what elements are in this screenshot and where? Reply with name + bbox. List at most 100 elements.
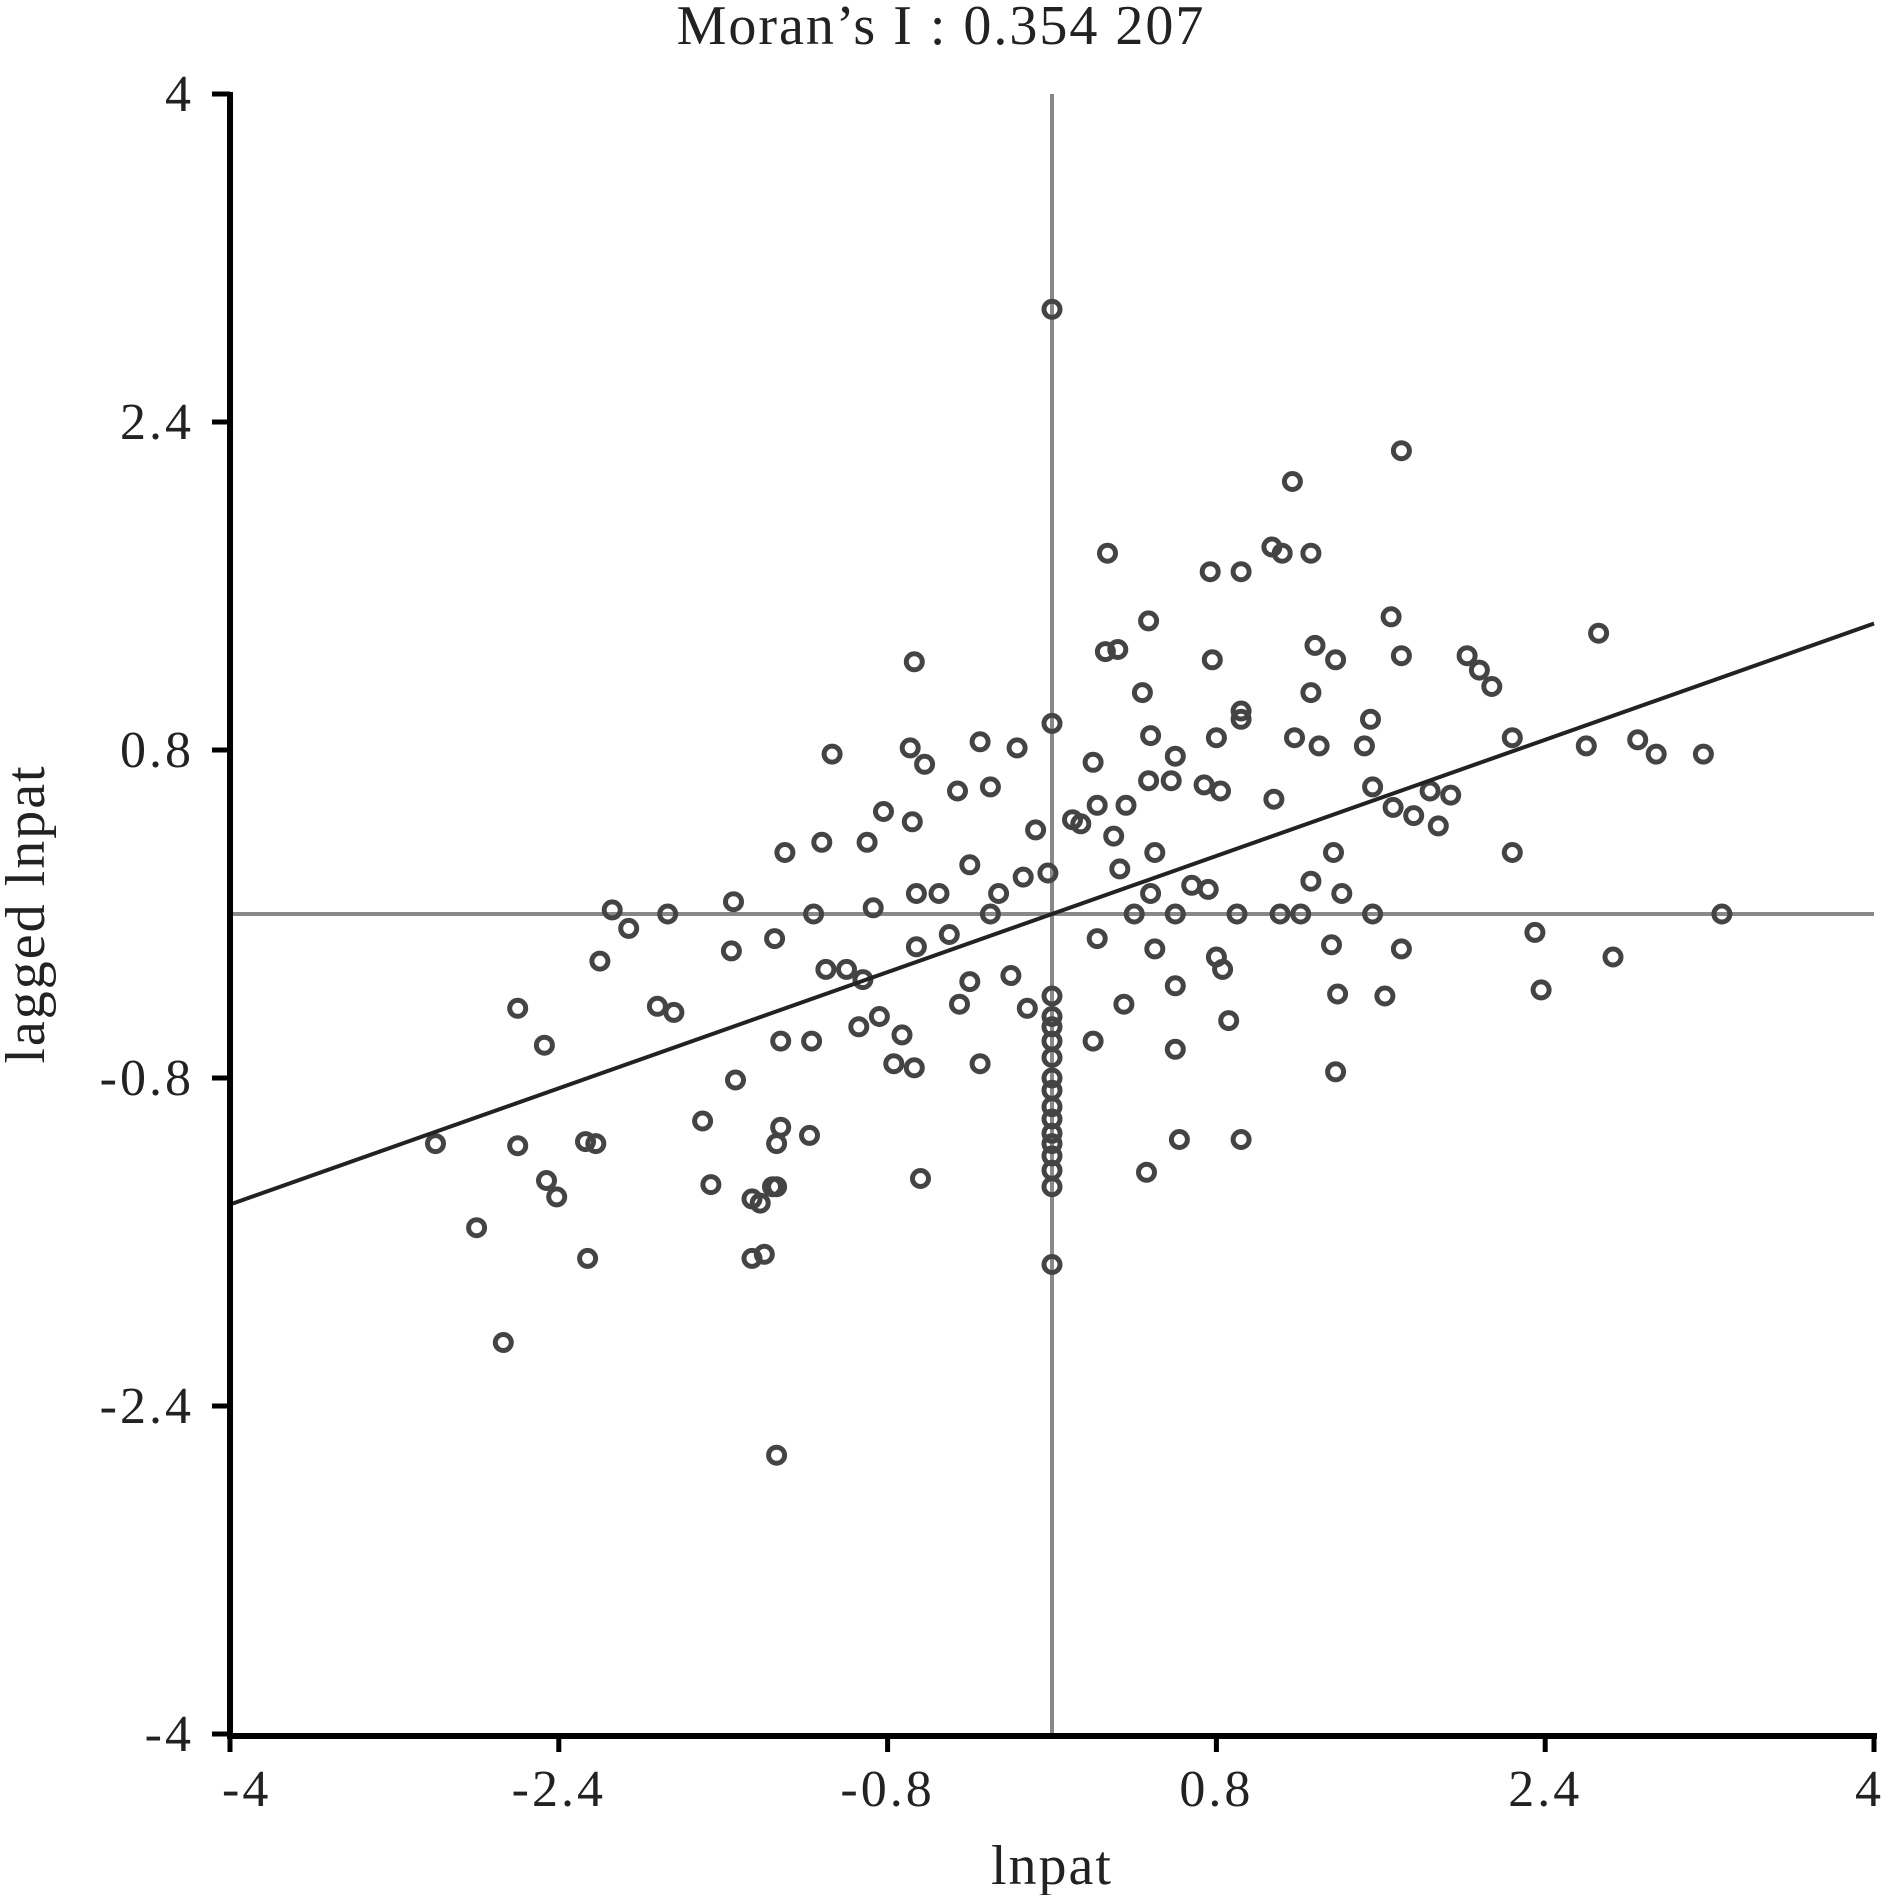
- data-point: [1711, 903, 1733, 925]
- data-point: [969, 731, 991, 753]
- y-tick-label: -0.8: [100, 1050, 194, 1107]
- data-point: [1230, 708, 1252, 730]
- data-point: [1304, 634, 1326, 656]
- data-point: [657, 903, 679, 925]
- data-point: [1041, 1176, 1063, 1198]
- data-point: [1094, 641, 1116, 663]
- data-point: [1226, 903, 1248, 925]
- x-tick-label: -4: [222, 1761, 271, 1818]
- data-point: [856, 831, 878, 853]
- data-point: [700, 1174, 722, 1196]
- data-point: [1362, 903, 1384, 925]
- data-point: [1325, 649, 1347, 671]
- data-point: [1374, 985, 1396, 1007]
- data-point: [1160, 770, 1182, 792]
- data-point: [1290, 903, 1312, 925]
- data-point: [663, 1001, 685, 1023]
- data-point: [1144, 842, 1166, 863]
- data-point: [1041, 1006, 1063, 1027]
- data-point: [1468, 659, 1490, 681]
- data-point: [1382, 796, 1404, 818]
- data-point: [799, 1124, 820, 1146]
- data-point: [770, 1030, 792, 1052]
- data-point: [1284, 727, 1305, 749]
- y-tick-label: -2.4: [100, 1378, 194, 1435]
- data-point: [646, 995, 668, 1017]
- data-point: [862, 897, 884, 919]
- data-point: [1269, 903, 1291, 925]
- data-point: [1131, 682, 1153, 704]
- data-point: [618, 917, 640, 939]
- data-point: [1006, 737, 1028, 759]
- data-point: [1041, 712, 1063, 734]
- data-point: [1627, 729, 1649, 751]
- data-point: [1070, 813, 1092, 835]
- data-point: [753, 1243, 775, 1265]
- data-point: [1281, 471, 1303, 492]
- data-point: [1109, 858, 1131, 880]
- x-tick-label: -2.4: [512, 1761, 606, 1818]
- data-point: [811, 831, 833, 853]
- data-point: [1300, 542, 1322, 564]
- data-point: [1380, 606, 1402, 628]
- data-point: [692, 1110, 714, 1132]
- data-point: [1016, 997, 1038, 1019]
- data-point: [1136, 1161, 1157, 1183]
- data-point: [959, 854, 981, 876]
- data-point: [1197, 878, 1219, 900]
- data-point: [1403, 805, 1425, 827]
- data-point: [947, 780, 968, 802]
- y-axis-label: lagged lnpat: [0, 764, 57, 1063]
- data-point: [770, 1116, 792, 1138]
- data-point: [969, 1053, 991, 1075]
- data-point: [1086, 928, 1108, 950]
- data-point: [1323, 842, 1344, 863]
- data-point: [546, 1186, 568, 1208]
- data-point: [1041, 985, 1063, 1007]
- data-point: [1212, 958, 1234, 980]
- data-point: [1201, 649, 1223, 671]
- data-point: [1501, 727, 1523, 749]
- data-point: [1138, 610, 1160, 632]
- data-point: [1427, 815, 1449, 837]
- data-point: [533, 1034, 555, 1056]
- data-point: [741, 1188, 763, 1210]
- data-point: [868, 1006, 890, 1027]
- data-point: [1025, 819, 1047, 841]
- chart-title: Moran’s I : 0.354 207: [677, 0, 1206, 57]
- data-point: [1181, 874, 1203, 896]
- data-point: [836, 958, 857, 980]
- y-ticks: -4 -2.4 -0.8 0.8 2.4 4: [100, 66, 230, 1763]
- data-point: [466, 1217, 488, 1239]
- data-point: [575, 1131, 596, 1153]
- data-point: [1524, 921, 1546, 943]
- y-tick-label: 4: [165, 66, 194, 123]
- y-axis: -4 -2.4 -0.8 0.8 2.4 4: [100, 66, 233, 1763]
- data-point: [585, 1133, 607, 1155]
- data-point: [766, 1176, 788, 1198]
- data-point: [1501, 842, 1523, 863]
- data-point: [1164, 745, 1186, 767]
- data-point: [1164, 1038, 1186, 1060]
- data-point: [1230, 700, 1252, 722]
- data-point: [766, 1444, 788, 1466]
- data-point: [821, 743, 843, 765]
- data-point: [1575, 735, 1597, 757]
- data-point: [1390, 440, 1412, 462]
- data-points: [425, 298, 1733, 1466]
- data-point: [815, 958, 837, 980]
- data-point: [988, 883, 1010, 904]
- data-point: [577, 1247, 599, 1269]
- data-point: [1362, 776, 1384, 798]
- data-point: [1263, 788, 1285, 810]
- data-point: [492, 1332, 514, 1353]
- data-point: [1218, 1010, 1240, 1032]
- y-tick-label: 2.4: [120, 394, 194, 451]
- data-point: [1308, 735, 1330, 757]
- data-point: [1082, 751, 1104, 773]
- data-point: [1041, 1096, 1063, 1118]
- data-point: [1327, 983, 1349, 1005]
- data-point: [766, 1133, 788, 1155]
- data-point: [536, 1170, 557, 1191]
- data-point: [1230, 561, 1252, 583]
